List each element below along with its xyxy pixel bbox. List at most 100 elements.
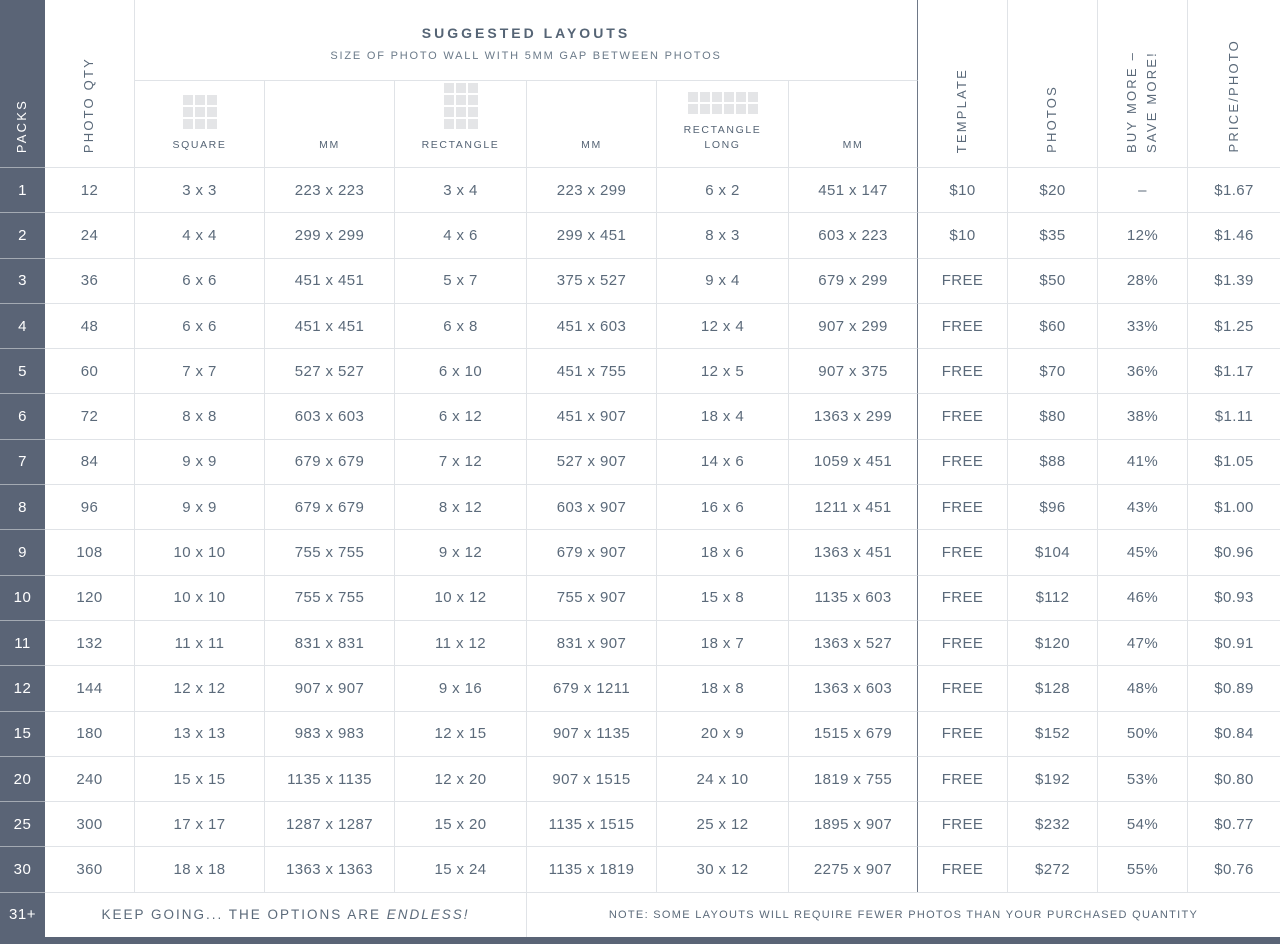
qty-cell: 144 bbox=[45, 665, 135, 711]
template-column-header: TEMPLATE bbox=[918, 0, 1008, 167]
rectangle-mm-cell: 451 x 755 bbox=[527, 348, 657, 394]
rectangle-long-cell: 14 x 6 bbox=[657, 438, 789, 485]
photos-cell: $50 bbox=[1008, 257, 1098, 303]
square-cell: 11 x 11 bbox=[135, 619, 265, 666]
pack-cell: 2 bbox=[0, 212, 45, 258]
qty-cell: 72 bbox=[45, 393, 135, 439]
photos-header-label: PHOTOS bbox=[1044, 85, 1060, 153]
rectangle-long-mm-cell: 1363 x 299 bbox=[789, 393, 918, 439]
square-mm-cell: 1135 x 1135 bbox=[265, 755, 395, 802]
rectangle-mm-cell: 679 x 907 bbox=[527, 529, 657, 575]
rectangle-long-cell: 18 x 7 bbox=[657, 619, 789, 666]
square-cell: 3 x 3 bbox=[135, 167, 265, 213]
square-cell: 17 x 17 bbox=[135, 801, 265, 847]
pack-cell: 10 bbox=[0, 574, 45, 620]
bottom-accent-strip bbox=[0, 936, 1280, 944]
price-per-photo-header-label: PRICE/PHOTO bbox=[1225, 39, 1241, 153]
save-cell: 12% bbox=[1098, 212, 1188, 258]
photo-qty-column-header: PHOTO QTY bbox=[45, 0, 135, 167]
save-cell: 45% bbox=[1098, 529, 1188, 575]
qty-cell: 48 bbox=[45, 302, 135, 349]
square-mm-cell: 299 x 299 bbox=[265, 212, 395, 258]
template-cell: FREE bbox=[918, 710, 1008, 756]
pack-cell: 4 bbox=[0, 302, 45, 349]
square-cell: 10 x 10 bbox=[135, 574, 265, 620]
square-mm-cell: 755 x 755 bbox=[265, 529, 395, 575]
pack-cell: 1 bbox=[0, 167, 45, 213]
rectangle-mm-cell: 451 x 603 bbox=[527, 302, 657, 349]
qty-cell: 12 bbox=[45, 167, 135, 213]
qty-cell: 132 bbox=[45, 619, 135, 666]
rectangle-long-cell: 25 x 12 bbox=[657, 801, 789, 847]
photos-column-header: PHOTOS bbox=[1008, 0, 1098, 167]
grid-3x4-icon bbox=[443, 83, 478, 130]
square-mm-cell: 603 x 603 bbox=[265, 393, 395, 439]
rectangle-mm-cell: 679 x 1211 bbox=[527, 665, 657, 711]
price-cell: $1.25 bbox=[1188, 302, 1280, 349]
photos-cell: $152 bbox=[1008, 710, 1098, 756]
rectangle-long-mm-cell: 1363 x 527 bbox=[789, 619, 918, 666]
price-cell: $0.80 bbox=[1188, 755, 1280, 802]
price-cell: $1.00 bbox=[1188, 484, 1280, 530]
suggested-layouts-group-header: SUGGESTED LAYOUTS SIZE OF PHOTO WALL WIT… bbox=[135, 0, 918, 81]
price-cell: $0.84 bbox=[1188, 710, 1280, 756]
pack-cell: 25 bbox=[0, 801, 45, 847]
rectangle-long-mm-cell: 1819 x 755 bbox=[789, 755, 918, 802]
pack-cell: 11 bbox=[0, 619, 45, 666]
rectangle-long-mm-cell: 679 x 299 bbox=[789, 257, 918, 303]
photos-cell: $120 bbox=[1008, 619, 1098, 666]
rectangle-long-cell: 18 x 8 bbox=[657, 665, 789, 711]
price-cell: $0.91 bbox=[1188, 619, 1280, 666]
photos-cell: $60 bbox=[1008, 302, 1098, 349]
pack-31plus-cell: 31+ bbox=[0, 891, 45, 937]
photos-cell: $96 bbox=[1008, 484, 1098, 530]
square-cell: 15 x 15 bbox=[135, 755, 265, 802]
keep-going-cell: KEEP GOING... THE OPTIONS ARE ENDLESS! bbox=[45, 891, 527, 937]
rectangle-label: RECTANGLE bbox=[421, 139, 500, 152]
rectangle-long-mm-cell: 451 x 147 bbox=[789, 167, 918, 213]
grid-3x3-icon bbox=[182, 95, 217, 130]
rectangle-long-cell: 8 x 3 bbox=[657, 212, 789, 258]
qty-cell: 84 bbox=[45, 438, 135, 485]
rectangle-cell: 9 x 16 bbox=[395, 665, 527, 711]
qty-cell: 240 bbox=[45, 755, 135, 802]
square-cell: 7 x 7 bbox=[135, 348, 265, 394]
pack-cell: 8 bbox=[0, 484, 45, 530]
save-cell: 33% bbox=[1098, 302, 1188, 349]
rectangle-long-mm-cell: 1135 x 603 bbox=[789, 574, 918, 620]
packs-column-header: PACKS bbox=[0, 0, 45, 167]
square-mm-cell: 527 x 527 bbox=[265, 348, 395, 394]
template-cell: FREE bbox=[918, 302, 1008, 349]
template-cell: FREE bbox=[918, 619, 1008, 666]
price-cell: $1.05 bbox=[1188, 438, 1280, 485]
square-cell: 12 x 12 bbox=[135, 665, 265, 711]
rectangle-cell: 12 x 20 bbox=[395, 755, 527, 802]
template-cell: FREE bbox=[918, 484, 1008, 530]
square-mm-cell: 1287 x 1287 bbox=[265, 801, 395, 847]
rectangle-mm-cell: 451 x 907 bbox=[527, 393, 657, 439]
square-cell: 6 x 6 bbox=[135, 257, 265, 303]
square-mm-column-header: MM bbox=[265, 81, 395, 167]
photos-cell: $128 bbox=[1008, 665, 1098, 711]
square-mm-cell: 679 x 679 bbox=[265, 438, 395, 485]
rectangle-mm-cell: 527 x 907 bbox=[527, 438, 657, 485]
mm-label: MM bbox=[319, 139, 340, 152]
rectangle-cell: 15 x 24 bbox=[395, 846, 527, 892]
rectangle-cell: 15 x 20 bbox=[395, 801, 527, 847]
rectangle-long-cell: 9 x 4 bbox=[657, 257, 789, 303]
rectangle-cell: 8 x 12 bbox=[395, 484, 527, 530]
rectangle-cell: 3 x 4 bbox=[395, 167, 527, 213]
rectangle-mm-cell: 831 x 907 bbox=[527, 619, 657, 666]
save-cell: – bbox=[1098, 167, 1188, 213]
square-column-header: SQUARE bbox=[135, 81, 265, 167]
template-cell: FREE bbox=[918, 755, 1008, 802]
square-cell: 13 x 13 bbox=[135, 710, 265, 756]
square-mm-cell: 755 x 755 bbox=[265, 574, 395, 620]
photo-qty-header-label: PHOTO QTY bbox=[81, 56, 97, 153]
template-header-label: TEMPLATE bbox=[954, 67, 970, 153]
square-cell: 10 x 10 bbox=[135, 529, 265, 575]
template-cell: $10 bbox=[918, 167, 1008, 213]
rectangle-cell: 9 x 12 bbox=[395, 529, 527, 575]
rectangle-mm-column-header: MM bbox=[527, 81, 657, 167]
